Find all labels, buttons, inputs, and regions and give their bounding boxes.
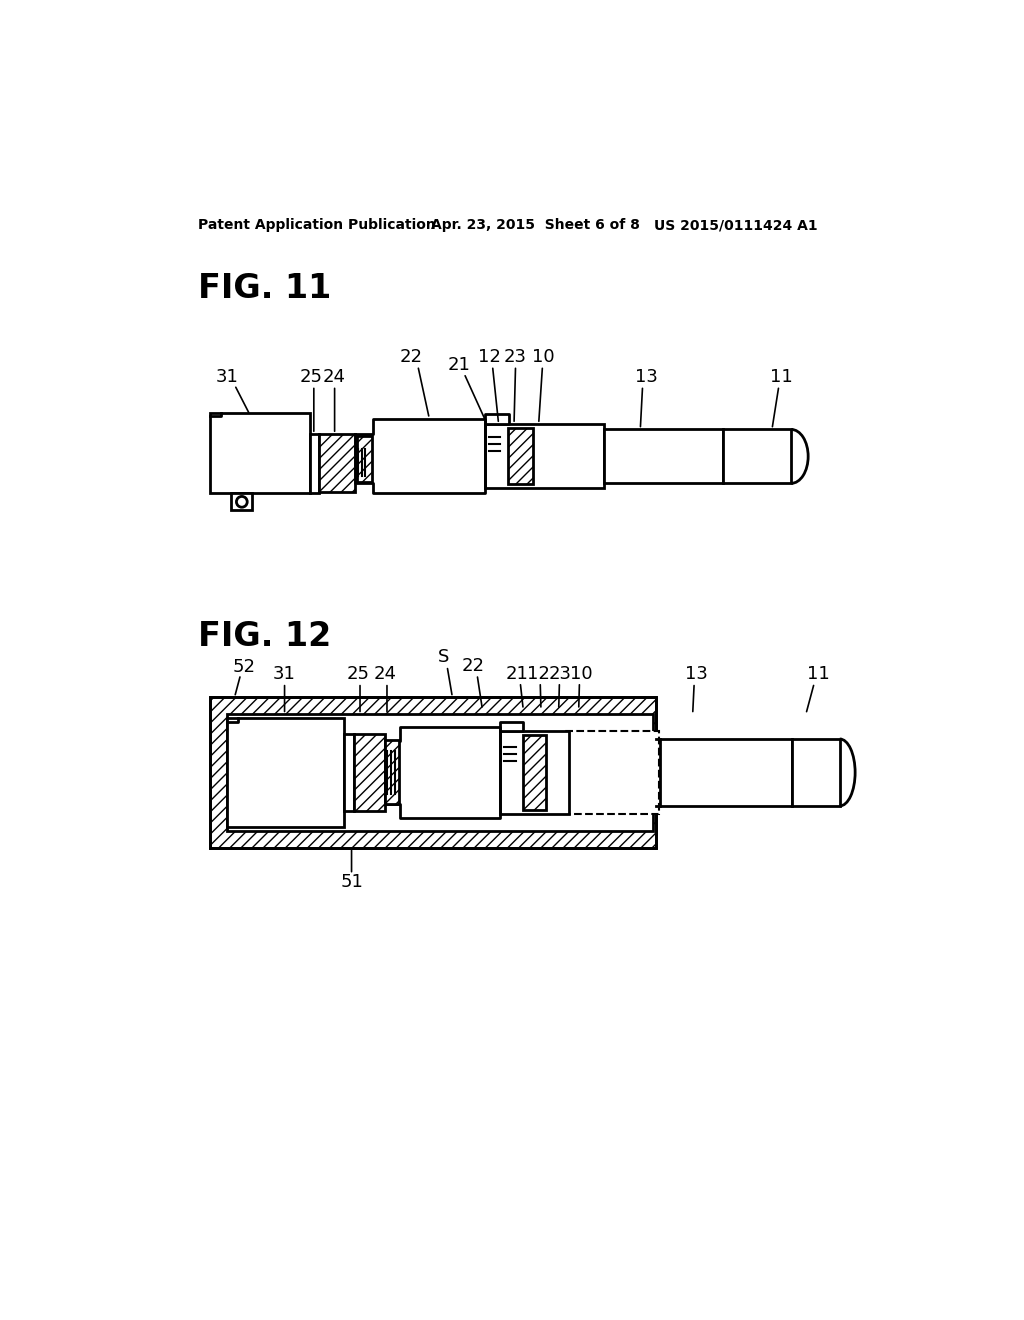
Bar	[500, 731, 569, 813]
Polygon shape	[355, 418, 484, 494]
Bar	[226, 714, 652, 830]
Text: 21: 21	[506, 664, 528, 682]
Text: FIG. 11: FIG. 11	[199, 272, 332, 305]
Bar	[563, 731, 658, 813]
Text: 52: 52	[233, 657, 256, 676]
Text: 25: 25	[346, 665, 370, 684]
Bar	[210, 697, 656, 847]
Text: 21: 21	[447, 356, 470, 374]
Polygon shape	[500, 722, 523, 731]
Bar	[792, 739, 840, 807]
Text: 24: 24	[373, 665, 396, 684]
Text: 31: 31	[215, 368, 239, 385]
Bar	[659, 739, 792, 807]
Bar	[724, 429, 792, 483]
Text: 22: 22	[400, 348, 423, 366]
Text: 23: 23	[549, 664, 571, 682]
Bar	[385, 739, 398, 804]
Text: Apr. 23, 2015  Sheet 6 of 8: Apr. 23, 2015 Sheet 6 of 8	[431, 218, 640, 232]
Text: 51: 51	[340, 874, 362, 891]
Text: 22: 22	[462, 657, 484, 675]
Text: 13: 13	[635, 368, 657, 385]
Bar	[357, 436, 373, 482]
Bar	[231, 494, 252, 511]
Text: FIG. 12: FIG. 12	[199, 620, 332, 653]
Bar	[508, 428, 532, 484]
Text: 12: 12	[478, 348, 501, 366]
Text: 11: 11	[807, 665, 829, 684]
Bar	[354, 734, 385, 810]
Text: 23: 23	[504, 348, 527, 366]
Text: 31: 31	[273, 665, 296, 684]
Text: 13: 13	[685, 665, 708, 684]
Text: 11: 11	[770, 368, 793, 385]
Bar	[210, 413, 310, 494]
Text: 12: 12	[527, 664, 550, 682]
Bar	[604, 429, 724, 483]
Text: S: S	[437, 648, 449, 667]
Bar	[319, 434, 355, 492]
Text: US 2015/0111424 A1: US 2015/0111424 A1	[654, 218, 818, 232]
Text: 10: 10	[531, 348, 555, 366]
Polygon shape	[385, 726, 500, 818]
Text: 25: 25	[300, 368, 323, 385]
Text: 24: 24	[323, 368, 345, 385]
Polygon shape	[484, 414, 509, 424]
Bar	[210, 697, 656, 847]
Bar	[344, 734, 354, 810]
Bar	[310, 434, 319, 494]
Bar	[523, 735, 547, 810]
Text: 10: 10	[569, 664, 592, 682]
Bar	[484, 424, 604, 488]
Text: Patent Application Publication: Patent Application Publication	[199, 218, 436, 232]
Bar	[226, 718, 344, 826]
